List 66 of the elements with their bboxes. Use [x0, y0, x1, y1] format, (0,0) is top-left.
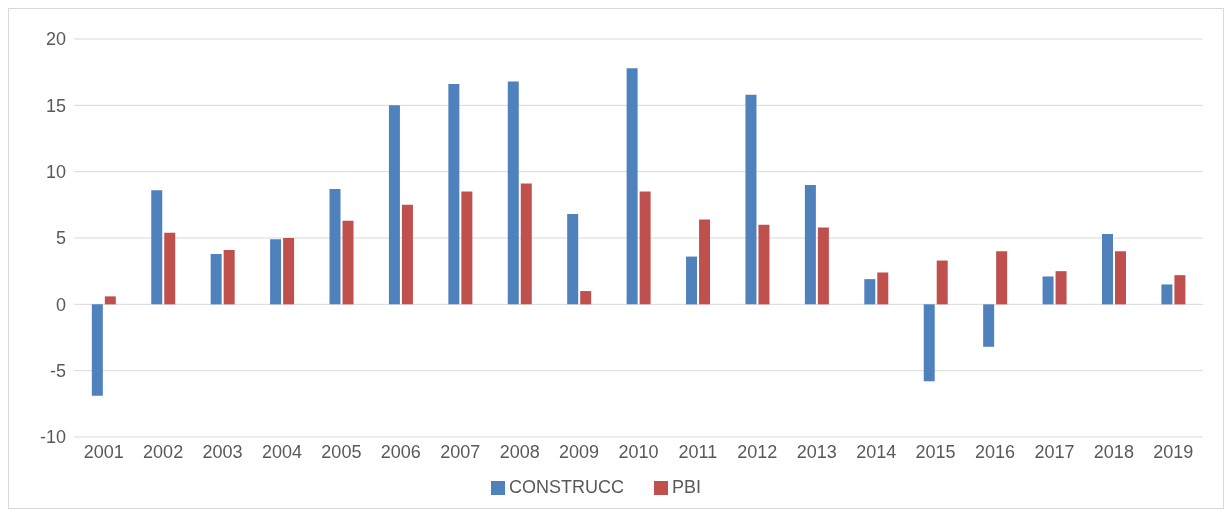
- legend-label: CONSTRUCC: [508, 477, 624, 497]
- x-tick-label: 2004: [261, 441, 302, 462]
- x-tick-label: 2003: [202, 441, 243, 462]
- x-tick-label: 2011: [678, 441, 718, 462]
- bar: [210, 253, 222, 305]
- y-tick-label: 15: [45, 95, 66, 116]
- bar: [996, 251, 1008, 305]
- y-tick-label: -10: [39, 427, 66, 448]
- legend-label: PBI: [671, 477, 701, 497]
- x-tick-label: 2010: [618, 441, 659, 462]
- bar: [626, 68, 638, 305]
- x-tick-label: 2018: [1093, 441, 1134, 462]
- x-tick-label: 2006: [380, 441, 421, 462]
- bar: [104, 296, 116, 305]
- bar: [507, 81, 519, 305]
- bar: [877, 272, 889, 305]
- bar: [91, 304, 103, 396]
- bar: [936, 260, 948, 305]
- bar: [448, 84, 460, 305]
- y-tick-label: 5: [55, 228, 66, 249]
- x-tick-label: 2015: [915, 441, 956, 462]
- bar: [520, 183, 532, 305]
- bar: [817, 227, 829, 305]
- bar: [1114, 251, 1126, 305]
- bar: [1101, 234, 1113, 305]
- bar: [1174, 275, 1186, 305]
- x-tick-label: 2013: [796, 441, 837, 462]
- bar: [270, 239, 282, 305]
- bar: [567, 214, 579, 305]
- x-tick-label: 2012: [737, 441, 778, 462]
- bar: [401, 204, 413, 305]
- x-tick-label: 2014: [856, 441, 897, 462]
- x-tick-label: 2005: [321, 441, 362, 462]
- bar: [164, 232, 176, 305]
- bar: [699, 219, 711, 305]
- bar: [283, 238, 295, 305]
- bar: [461, 191, 473, 305]
- x-tick-label: 2019: [1153, 441, 1194, 462]
- y-tick-label: 10: [45, 162, 66, 183]
- y-tick-label: 20: [45, 29, 66, 50]
- x-tick-label: 2002: [143, 441, 184, 462]
- bar: [1055, 271, 1067, 305]
- bar: [639, 191, 651, 305]
- bar: [1042, 276, 1054, 305]
- x-tick-label: 2017: [1034, 441, 1075, 462]
- bar: [686, 256, 698, 305]
- bar: [329, 188, 341, 305]
- bar: [983, 304, 995, 347]
- x-tick-label: 2016: [975, 441, 1016, 462]
- bar: [580, 291, 592, 305]
- bar: [804, 184, 816, 305]
- bar: [864, 279, 876, 305]
- bar: [758, 224, 770, 305]
- bar: [1161, 284, 1173, 305]
- bar: [923, 304, 935, 382]
- x-tick-label: 2008: [499, 441, 540, 462]
- bar: [745, 94, 757, 305]
- y-tick-label: 0: [55, 294, 66, 315]
- x-tick-label: 2009: [559, 441, 600, 462]
- x-tick-label: 2007: [440, 441, 481, 462]
- x-tick-label: 2001: [83, 441, 124, 462]
- bar: [342, 220, 354, 305]
- bar: [388, 105, 400, 305]
- y-tick-label: -5: [49, 361, 66, 382]
- bar: [151, 190, 163, 305]
- bar: [223, 249, 235, 305]
